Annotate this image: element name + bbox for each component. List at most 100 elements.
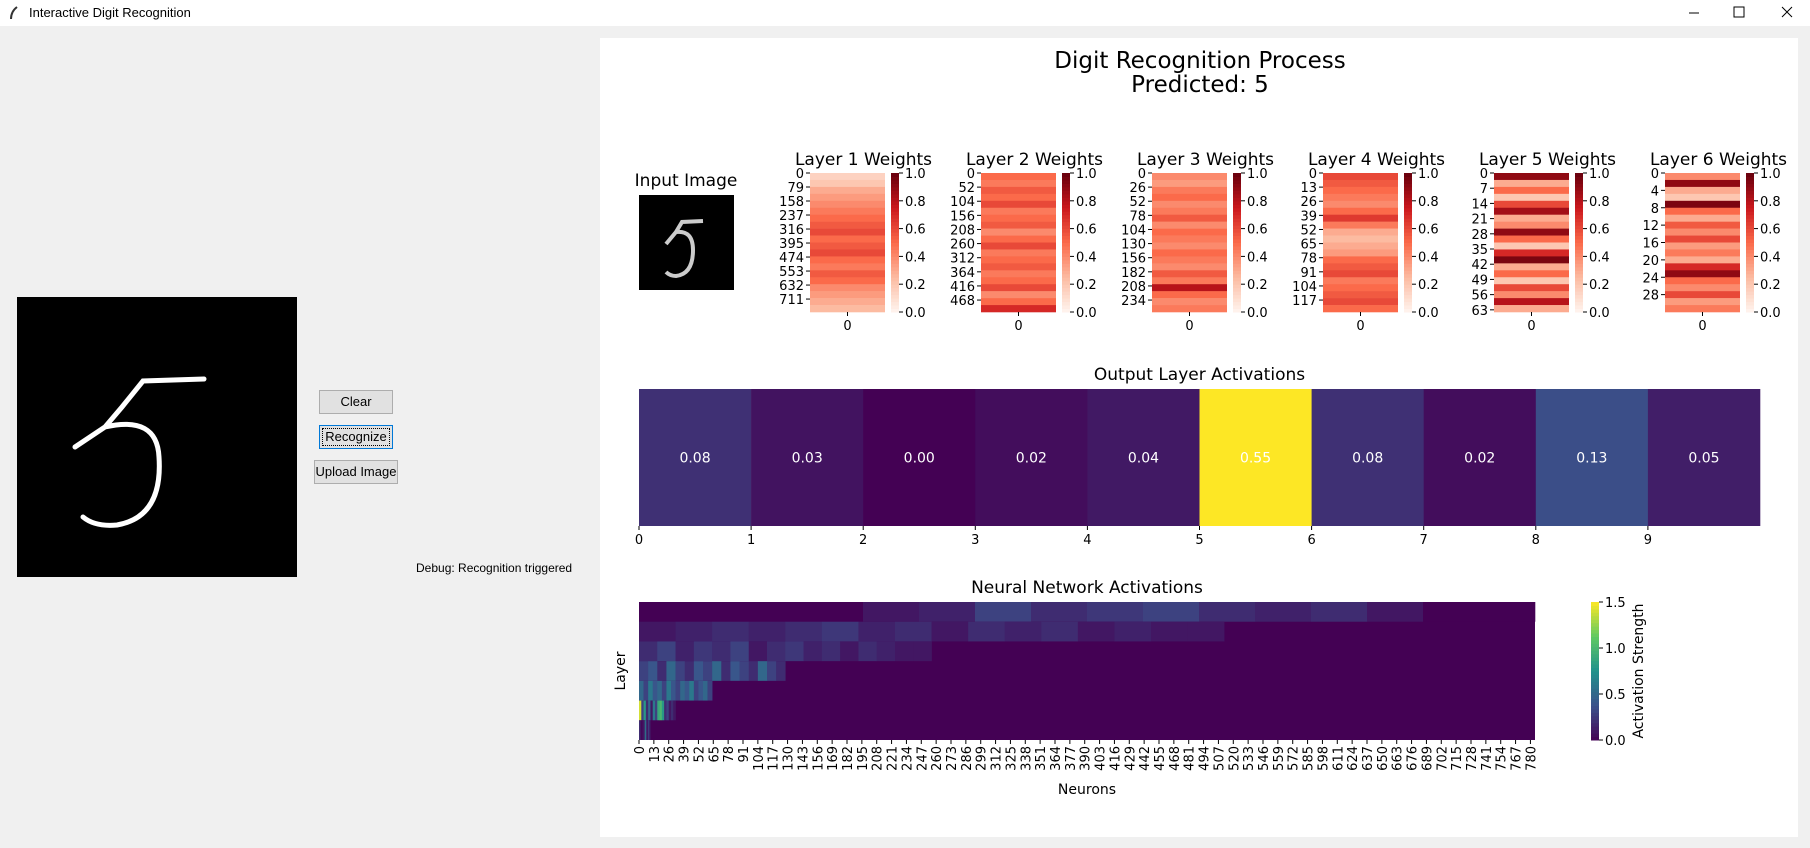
weight-band: [810, 298, 885, 306]
colorbar-tick-label: 0.2: [1247, 278, 1268, 293]
colorbar-step: [1575, 277, 1583, 282]
colorbar-tick-label: 0.8: [1418, 195, 1439, 210]
colorbar-tick-label: 1.0: [1418, 167, 1439, 182]
colorbar-step: [1746, 284, 1754, 289]
activation-cell: [785, 621, 823, 642]
colorbar-step: [1404, 211, 1412, 216]
clear-button[interactable]: Clear: [319, 390, 393, 414]
y-tick-label: 91: [1300, 266, 1317, 281]
colorbar-step: [1575, 273, 1583, 278]
y-tick-label: 234: [1121, 294, 1146, 309]
colorbar-step: [1062, 249, 1070, 254]
close[interactable]: [1781, 6, 1793, 18]
colorbar-step: [1575, 280, 1583, 285]
colorbar-step: [1591, 712, 1599, 717]
colorbar-tick-label: 0.6: [1418, 223, 1439, 238]
colorbar-tick-label: 0.6: [1589, 223, 1610, 238]
colorbar-step: [891, 190, 899, 195]
drawing-canvas[interactable]: [17, 297, 297, 577]
activation-cell: [712, 661, 722, 681]
activation-cell: [650, 700, 654, 721]
colorbar-step: [1233, 218, 1241, 223]
y-tick-label: 632: [779, 279, 804, 294]
weight-band: [810, 193, 885, 202]
colorbar-step: [1233, 301, 1241, 306]
activation-cell: [1423, 389, 1537, 526]
colorbar-step: [1591, 677, 1599, 682]
weight-band: [1665, 235, 1740, 243]
weight-band: [1665, 298, 1740, 306]
weight-band: [810, 186, 885, 195]
colorbar-step: [1746, 308, 1754, 313]
chart-title: Layer 1 Weights: [795, 150, 932, 170]
activation-cell: [643, 700, 647, 721]
colorbar-step: [891, 200, 899, 205]
colorbar-step: [1404, 197, 1412, 202]
colorbar-step: [1233, 200, 1241, 205]
x-tick-label: 611: [1331, 746, 1346, 771]
weight-band: [1494, 277, 1569, 285]
colorbar-tick-label: 0.8: [1076, 195, 1097, 210]
weight-band: [981, 200, 1056, 209]
x-tick-label: 247: [915, 746, 930, 771]
colorbar-step: [1591, 622, 1599, 627]
colorbar-step: [1233, 266, 1241, 271]
colorbar-step: [891, 245, 899, 250]
colorbar-step: [1575, 308, 1583, 313]
activation-cell: [661, 700, 665, 721]
colorbar-step: [1404, 256, 1412, 261]
colorbar-step: [1591, 733, 1599, 738]
weight-band: [1494, 207, 1569, 215]
colorbar-step: [1404, 186, 1412, 191]
recognize-button[interactable]: Recognize: [319, 425, 393, 449]
x-tick-label: 481: [1183, 746, 1198, 771]
weight-band: [1323, 298, 1398, 306]
activation-cell: [639, 602, 696, 622]
colorbar-step: [1575, 193, 1583, 198]
colorbar-step: [1062, 270, 1070, 275]
colorbar-step: [1233, 211, 1241, 216]
window-controls[interactable]: [1670, 0, 1810, 26]
weight-band: [1323, 186, 1398, 195]
y-tick-label: 7: [1480, 182, 1488, 197]
colorbar-step: [1591, 674, 1599, 679]
activation-cell: [821, 641, 841, 662]
figure: Digit Recognition Process Predicted: 5 I…: [600, 38, 1798, 837]
colorbar-step: [1233, 280, 1241, 285]
colorbar-tick-label: 0.0: [1589, 306, 1610, 321]
colorbar-step: [1575, 186, 1583, 191]
x-tick-label: 507: [1212, 746, 1227, 771]
activation-cell: [671, 700, 674, 721]
colorbar-step: [891, 228, 899, 233]
colorbar-step: [1746, 173, 1754, 177]
weight-band: [810, 200, 885, 209]
y-axis-label: Layer: [613, 651, 629, 690]
x-tick-label: 416: [1108, 746, 1123, 771]
x-tick-label: 169: [826, 746, 841, 771]
y-tick-label: 117: [1292, 294, 1317, 309]
input-image: [639, 195, 734, 290]
colorbar-step: [1591, 653, 1599, 658]
y-tick-label: 20: [1642, 254, 1659, 269]
activation-cell: [757, 661, 768, 681]
upload-button[interactable]: Upload Image: [314, 460, 398, 484]
weight-band: [1152, 235, 1227, 243]
activation-cell: [642, 720, 644, 740]
colorbar-step: [1233, 284, 1241, 289]
activation-cell: [641, 720, 643, 740]
weight-band: [1494, 221, 1569, 229]
weight-band: [981, 173, 1056, 181]
colorbar-step: [1404, 242, 1412, 247]
colorbar-tick-label: 1.5: [1605, 596, 1626, 611]
x-tick-label: 429: [1123, 746, 1138, 771]
weight-band: [810, 242, 885, 250]
activation-cell: [840, 641, 859, 662]
colorbar-step: [1062, 228, 1070, 233]
colorbar-step: [1575, 298, 1583, 303]
maximize[interactable]: [1733, 6, 1745, 18]
activation-cell: [675, 680, 681, 701]
activation-cell: [1087, 389, 1200, 526]
value-label: 0.08: [1352, 451, 1383, 467]
weight-band: [810, 263, 885, 271]
colorbar-step: [1746, 301, 1754, 306]
